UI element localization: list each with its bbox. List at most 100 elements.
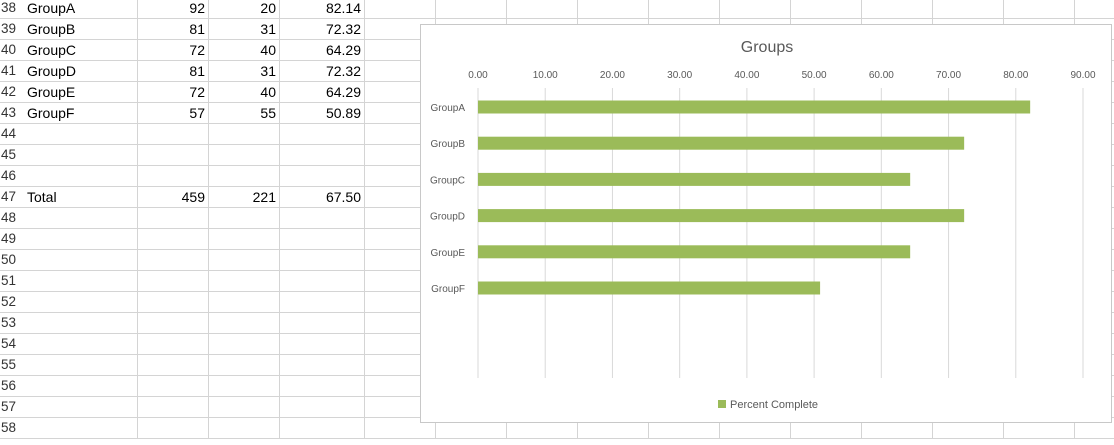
empty-cell[interactable]: [933, 0, 1004, 18]
cell-name[interactable]: GroupF: [25, 103, 138, 123]
cell-name[interactable]: GroupE: [25, 82, 138, 102]
row-number[interactable]: 44: [1, 126, 17, 141]
cell-percent[interactable]: [280, 229, 365, 249]
cell-value[interactable]: 57: [138, 103, 209, 123]
cell-value[interactable]: [209, 250, 280, 270]
empty-cell[interactable]: [862, 418, 933, 438]
empty-cell[interactable]: [720, 418, 791, 438]
cell-percent[interactable]: 64.29: [280, 40, 365, 60]
cell-name[interactable]: [25, 355, 138, 375]
row-number[interactable]: 50: [1, 252, 17, 267]
cell-value[interactable]: 55: [209, 103, 280, 123]
cell-name[interactable]: [25, 376, 138, 396]
row-number[interactable]: 38: [1, 0, 17, 15]
row-number[interactable]: 48: [1, 210, 17, 225]
row-number[interactable]: 57: [1, 399, 17, 414]
cell-percent[interactable]: [280, 208, 365, 228]
cell-value[interactable]: 72: [138, 40, 209, 60]
cell-value[interactable]: [138, 355, 209, 375]
row-number[interactable]: 51: [1, 273, 17, 288]
row-number[interactable]: 46: [1, 168, 17, 183]
cell-name[interactable]: Total: [25, 187, 138, 207]
bar-chart[interactable]: 0.00 10.00 20.00 30.00 40.00 50.00 60.00 70.00 8…: [420, 24, 1112, 423]
empty-cell[interactable]: [436, 418, 507, 438]
row-number[interactable]: 55: [1, 357, 17, 372]
row-number[interactable]: 43: [1, 105, 17, 120]
cell-value[interactable]: [209, 355, 280, 375]
cell-value[interactable]: [209, 271, 280, 291]
cell-value[interactable]: 81: [138, 19, 209, 39]
cell-name[interactable]: [25, 208, 138, 228]
cell-percent[interactable]: 82.14: [280, 0, 365, 18]
row-number[interactable]: 54: [1, 336, 17, 351]
cell-name[interactable]: GroupC: [25, 40, 138, 60]
cell-value[interactable]: [138, 271, 209, 291]
cell-value[interactable]: 92: [138, 0, 209, 18]
empty-cell[interactable]: [578, 0, 649, 18]
bar[interactable]: [478, 245, 911, 259]
cell-name[interactable]: GroupD: [25, 61, 138, 81]
row-number[interactable]: 40: [1, 42, 17, 57]
cell-value[interactable]: [209, 166, 280, 186]
row-number[interactable]: 49: [1, 231, 17, 246]
empty-cell[interactable]: [862, 0, 933, 18]
cell-value[interactable]: 31: [209, 19, 280, 39]
cell-percent[interactable]: [280, 166, 365, 186]
row-number[interactable]: 58: [1, 420, 17, 435]
cell-percent[interactable]: [280, 313, 365, 333]
row-number[interactable]: 56: [1, 378, 17, 393]
empty-cell[interactable]: [365, 418, 436, 438]
empty-cell[interactable]: [791, 0, 862, 18]
row-number[interactable]: 52: [1, 294, 17, 309]
cell-percent[interactable]: [280, 292, 365, 312]
cell-name[interactable]: [25, 313, 138, 333]
cell-value[interactable]: [138, 124, 209, 144]
cell-percent[interactable]: [280, 334, 365, 354]
empty-cell[interactable]: [720, 0, 791, 18]
cell-value[interactable]: [138, 250, 209, 270]
cell-percent[interactable]: 50.89: [280, 103, 365, 123]
empty-cell[interactable]: [507, 0, 578, 18]
cell-name[interactable]: [25, 292, 138, 312]
empty-cell[interactable]: [1004, 418, 1075, 438]
cell-value[interactable]: [138, 334, 209, 354]
empty-cell[interactable]: [507, 418, 578, 438]
cell-value[interactable]: [138, 376, 209, 396]
cell-name[interactable]: [25, 166, 138, 186]
cell-percent[interactable]: [280, 418, 365, 438]
cell-value[interactable]: [209, 208, 280, 228]
cell-percent[interactable]: [280, 271, 365, 291]
cell-value[interactable]: 81: [138, 61, 209, 81]
cell-value[interactable]: 40: [209, 40, 280, 60]
cell-value[interactable]: [209, 313, 280, 333]
cell-name[interactable]: [25, 418, 138, 438]
empty-cell[interactable]: [1004, 0, 1075, 18]
cell-value[interactable]: [138, 145, 209, 165]
row-number[interactable]: 53: [1, 315, 17, 330]
cell-name[interactable]: [25, 124, 138, 144]
row-number[interactable]: 47: [1, 189, 17, 204]
row-number[interactable]: 39: [1, 21, 17, 36]
cell-percent[interactable]: [280, 397, 365, 417]
bar[interactable]: [478, 100, 1031, 114]
cell-value[interactable]: 72: [138, 82, 209, 102]
empty-cell[interactable]: [649, 418, 720, 438]
cell-percent[interactable]: [280, 250, 365, 270]
cell-value[interactable]: [138, 208, 209, 228]
cell-percent[interactable]: 64.29: [280, 82, 365, 102]
cell-value[interactable]: [138, 166, 209, 186]
empty-cell[interactable]: [933, 418, 1004, 438]
cell-value[interactable]: [138, 397, 209, 417]
cell-value[interactable]: [209, 376, 280, 396]
cell-value[interactable]: [138, 292, 209, 312]
empty-cell[interactable]: [1075, 0, 1114, 18]
cell-name[interactable]: [25, 334, 138, 354]
empty-cell[interactable]: [365, 0, 436, 18]
bar[interactable]: [478, 281, 821, 295]
cell-percent[interactable]: 72.32: [280, 19, 365, 39]
cell-name[interactable]: [25, 250, 138, 270]
cell-value[interactable]: 31: [209, 61, 280, 81]
cell-value[interactable]: [209, 145, 280, 165]
cell-value[interactable]: 221: [209, 187, 280, 207]
cell-percent[interactable]: [280, 145, 365, 165]
